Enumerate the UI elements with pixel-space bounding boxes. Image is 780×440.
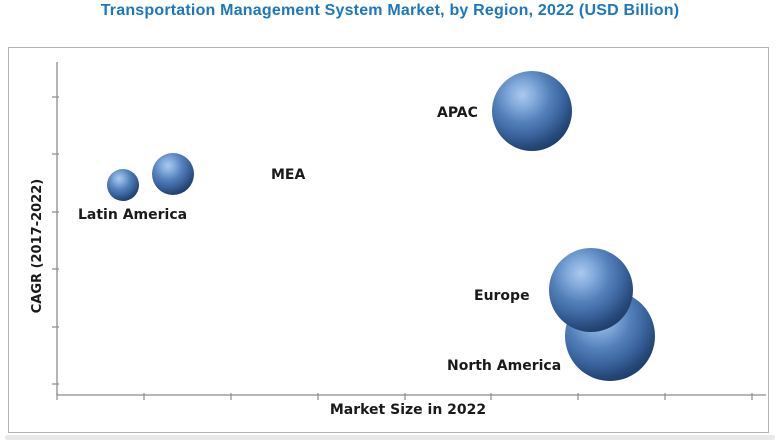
- x-axis-label: Market Size in 2022: [329, 402, 487, 418]
- y-axis-label: CAGR (2017-2022): [30, 178, 45, 314]
- chart-title: Transportation Management System Market,…: [100, 2, 680, 19]
- bottom-strip-decoration: [5, 435, 775, 440]
- plot-area-frame: [8, 47, 769, 433]
